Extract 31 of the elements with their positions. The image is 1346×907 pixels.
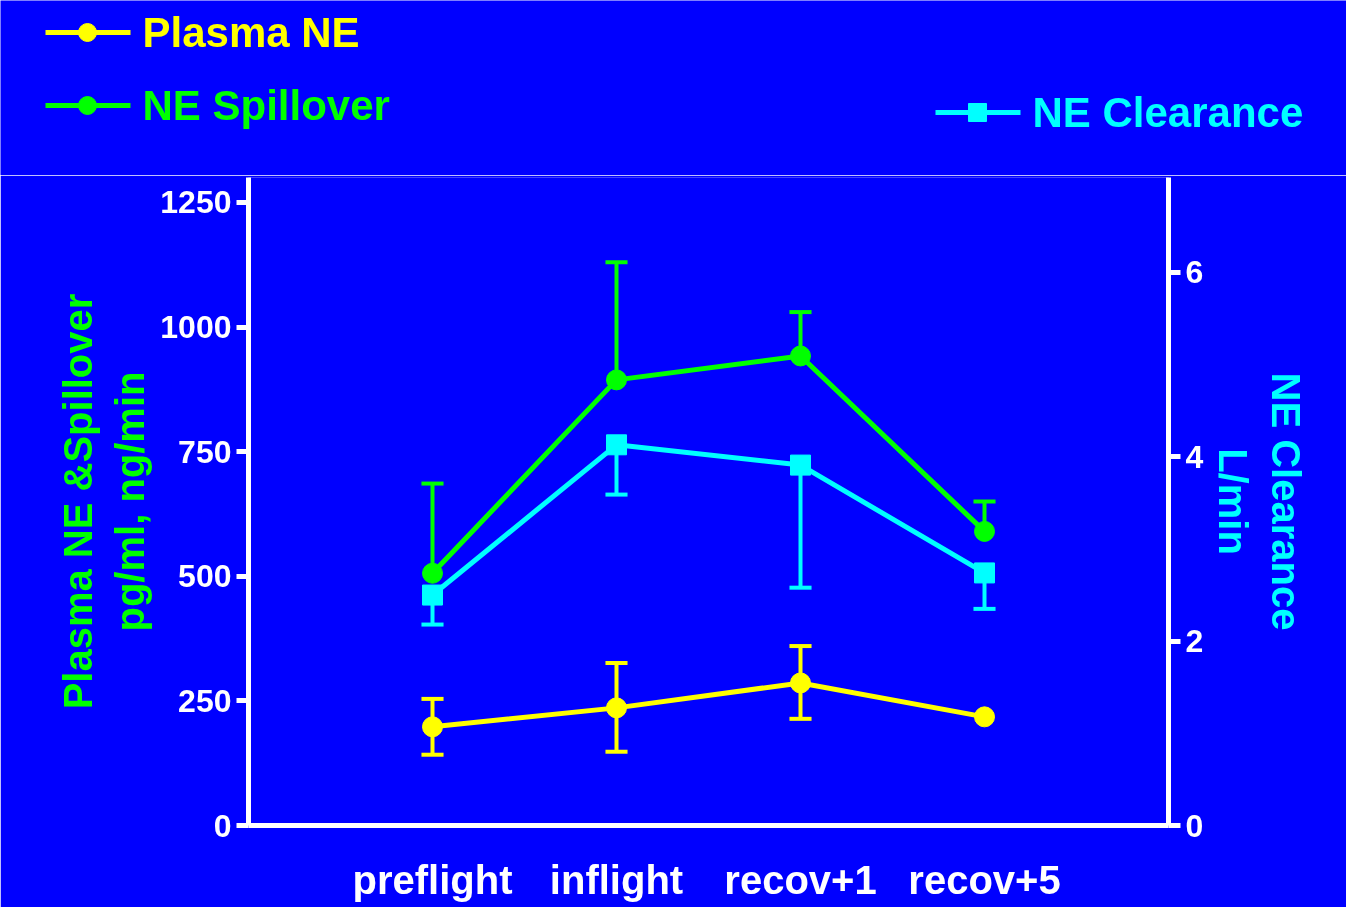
point xyxy=(790,454,811,476)
x-tick-label: preflight xyxy=(352,857,513,902)
y2-tick-label: 0 xyxy=(1185,807,1204,844)
legend-label: Plasma NE xyxy=(142,9,360,56)
legend-label: NE Spillover xyxy=(142,82,390,129)
y-tick-label: 250 xyxy=(178,682,232,719)
point xyxy=(974,706,995,728)
x-tick-label: recov+5 xyxy=(908,857,1061,902)
legend-label: NE Clearance xyxy=(1032,89,1304,136)
y2-tick-label: 4 xyxy=(1185,438,1204,475)
x-tick-label: recov+1 xyxy=(724,857,877,902)
point xyxy=(422,584,443,606)
y-tick-label: 750 xyxy=(178,433,232,470)
y2-tick-label: 6 xyxy=(1185,254,1204,291)
point xyxy=(974,562,995,584)
y-tick-label: 1000 xyxy=(160,309,232,346)
y2-tick-label: 2 xyxy=(1185,623,1204,660)
point xyxy=(422,562,443,584)
point xyxy=(606,697,627,719)
y-tick-label: 1250 xyxy=(160,184,232,221)
point xyxy=(790,672,811,694)
x-tick-label: inflight xyxy=(549,857,684,902)
y-tick-label: 500 xyxy=(178,558,232,595)
point xyxy=(422,716,443,738)
y-axis-title: Plasma NE &Spillover pg/ml, ng/min xyxy=(55,293,153,710)
point xyxy=(974,520,995,542)
y-tick-label: 0 xyxy=(213,807,232,844)
point xyxy=(790,345,811,367)
point xyxy=(606,369,627,391)
point xyxy=(606,434,627,456)
y2-axis-title: NE Clearance L/min xyxy=(1211,372,1309,631)
